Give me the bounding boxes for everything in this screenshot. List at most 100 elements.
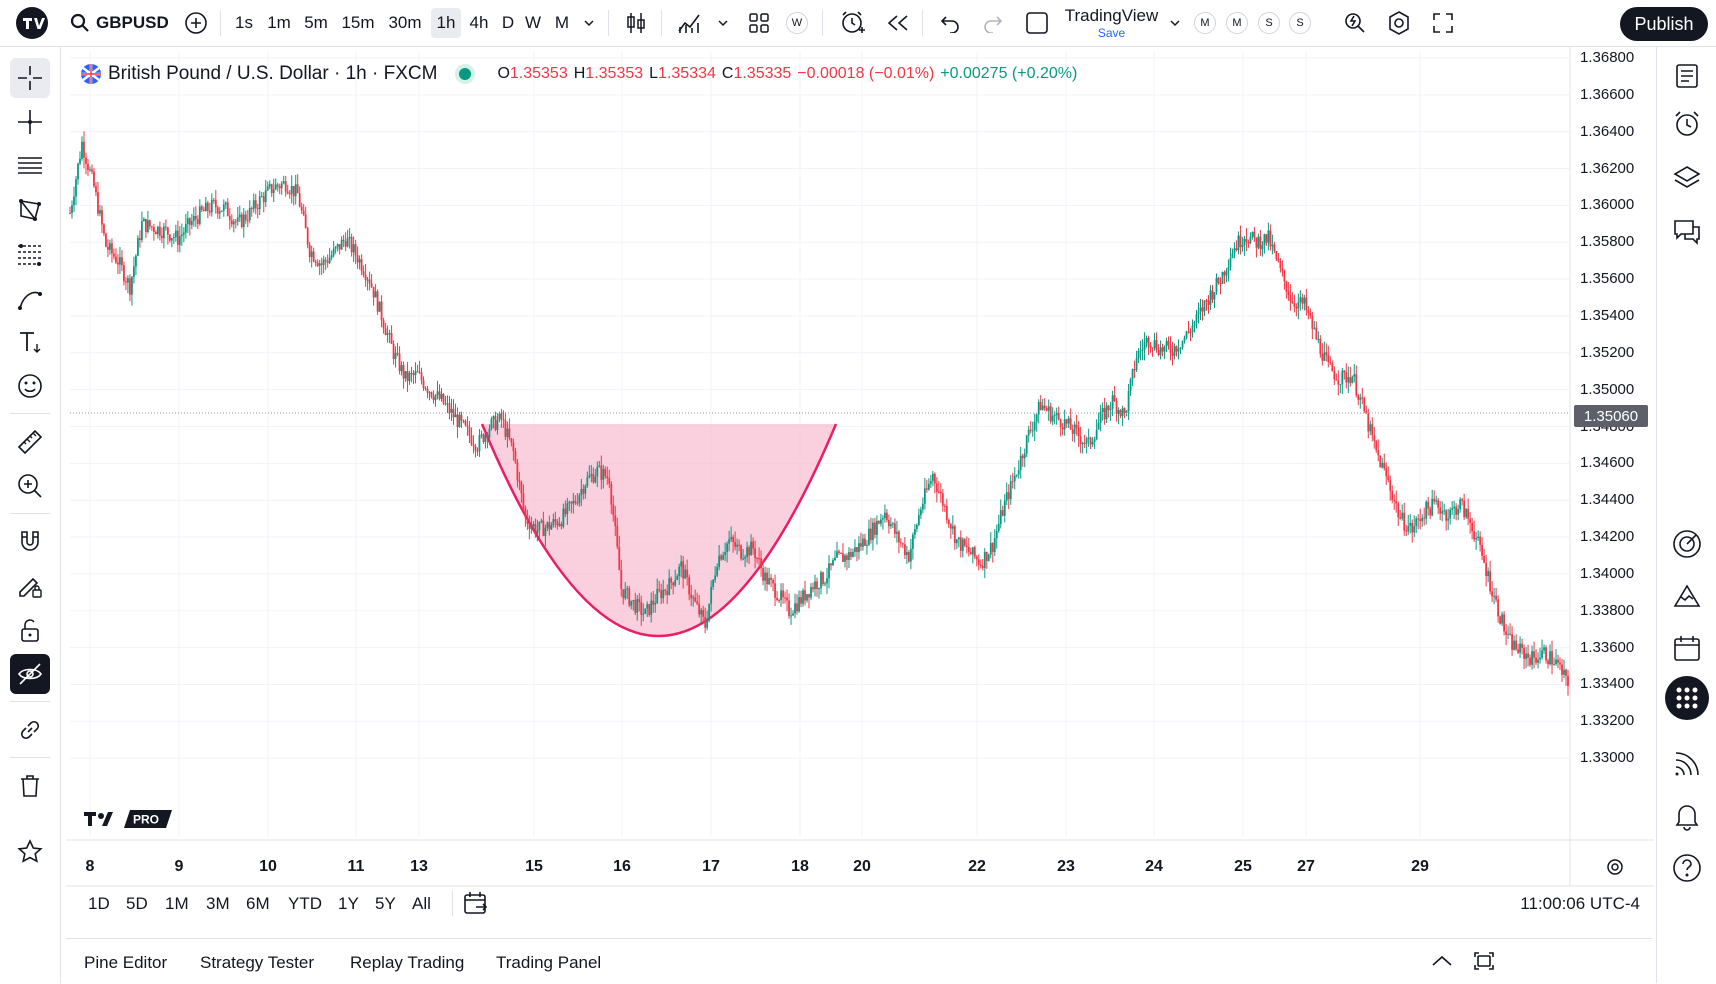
fullscreen-button[interactable]	[1426, 8, 1460, 38]
lock-drawings-tool[interactable]	[10, 610, 50, 650]
interval-1m[interactable]: 1m	[267, 13, 291, 32]
emoji-tool[interactable]	[10, 366, 50, 406]
candle	[436, 380, 439, 400]
axis-settings-button[interactable]	[1604, 856, 1626, 883]
compare-add-button[interactable]	[180, 8, 212, 38]
brush-tool[interactable]	[10, 278, 50, 318]
symbol-search[interactable]: GBPUSD	[70, 8, 170, 38]
status-circle-s2[interactable]: S	[1289, 12, 1311, 34]
candle	[652, 591, 655, 613]
redo-button[interactable]	[976, 8, 1010, 38]
magnet-tool[interactable]	[10, 522, 50, 562]
lines-tool[interactable]	[10, 146, 50, 186]
notifications-button[interactable]	[1665, 794, 1709, 838]
crosshair-tool[interactable]	[10, 58, 50, 98]
hide-drawings-tool[interactable]	[10, 654, 50, 694]
tab-strategy-tester[interactable]: Strategy Tester	[200, 953, 315, 972]
maximize-panel-button[interactable]	[1472, 949, 1496, 978]
candle	[580, 478, 583, 506]
tab-replay-trading[interactable]: Replay Trading	[350, 953, 465, 972]
quick-search-button[interactable]	[1338, 8, 1372, 38]
candle	[947, 518, 950, 528]
layout-toggle[interactable]	[1022, 8, 1052, 38]
range-3m[interactable]: 3M	[206, 894, 230, 913]
interval-30m[interactable]: 30m	[388, 13, 422, 32]
interval-5m[interactable]: 5m	[304, 13, 328, 32]
cross-tool[interactable]	[10, 102, 50, 142]
indicators-dropdown[interactable]	[712, 8, 734, 38]
candle	[1325, 343, 1328, 362]
candle	[394, 346, 397, 368]
range-1m[interactable]: 1M	[165, 894, 189, 913]
candle	[416, 364, 419, 373]
streams-button[interactable]	[1665, 742, 1709, 786]
indicators-button[interactable]	[673, 8, 707, 38]
candle	[806, 594, 808, 603]
undo-button[interactable]	[933, 8, 967, 38]
go-to-date-button[interactable]	[462, 890, 490, 923]
alerts-button[interactable]	[1665, 102, 1709, 146]
tradingview-logo[interactable]	[12, 7, 52, 39]
measure-tool[interactable]	[10, 422, 50, 462]
publish-button[interactable]: Publish	[1620, 7, 1708, 41]
settings-button[interactable]	[1382, 8, 1416, 38]
ideas-button[interactable]	[1665, 574, 1709, 618]
interval-m[interactable]: M	[554, 13, 570, 32]
interval-dropdown[interactable]	[578, 8, 600, 38]
range-5y[interactable]: 5Y	[375, 894, 396, 913]
interval-4h[interactable]: 4h	[469, 13, 489, 32]
link-tool[interactable]	[10, 710, 50, 750]
help-button[interactable]	[1665, 846, 1709, 890]
chats-button[interactable]	[1665, 210, 1709, 254]
candle	[1171, 342, 1174, 366]
candle	[528, 515, 531, 540]
stay-in-drawing-tool[interactable]	[10, 566, 50, 606]
candle	[1317, 331, 1320, 344]
symbol-title[interactable]: British Pound / U.S. Dollar · 1h · FXCM	[108, 63, 438, 84]
layers-button[interactable]	[1665, 156, 1709, 200]
date-range-bar: 1D 5D 1M 3M 6M YTD 1Y 5Y All 11:00:06 UT…	[66, 886, 1652, 924]
interval-15m[interactable]: 15m	[341, 13, 375, 32]
status-circle-s1[interactable]: S	[1258, 12, 1280, 34]
range-ytd[interactable]: YTD	[288, 894, 322, 913]
patterns-tool[interactable]	[10, 190, 50, 230]
clock-timezone[interactable]: 11:00:06 UTC-4	[1520, 894, 1640, 913]
alert-button[interactable]	[836, 8, 870, 38]
apps-button[interactable]	[1665, 676, 1709, 720]
text-tool[interactable]	[10, 322, 50, 362]
tab-pine-editor[interactable]: Pine Editor	[84, 953, 168, 972]
interval-1s[interactable]: 1s	[235, 13, 253, 32]
interval-w[interactable]: W	[524, 13, 542, 32]
replay-button[interactable]	[881, 8, 915, 38]
interval-1h[interactable]: 1h	[431, 8, 461, 38]
calendar-button[interactable]	[1665, 626, 1709, 670]
zoom-tool[interactable]	[10, 466, 50, 506]
range-1d[interactable]: 1D	[88, 894, 110, 913]
tab-trading-panel[interactable]: Trading Panel	[496, 953, 602, 972]
chart-grid	[70, 52, 1570, 836]
chart-type-button[interactable]	[620, 8, 652, 38]
market-status-dot[interactable]	[459, 68, 472, 80]
range-1y[interactable]: 1Y	[338, 894, 359, 913]
fib-tool[interactable]	[10, 234, 50, 274]
layouts-button[interactable]	[742, 8, 776, 38]
candle	[336, 243, 339, 252]
range-all[interactable]: All	[412, 894, 431, 913]
candle	[400, 361, 403, 376]
layout-name[interactable]: TradingView Save	[1064, 6, 1159, 42]
range-6m[interactable]: 6M	[246, 894, 270, 913]
status-circle-m2[interactable]: M	[1226, 12, 1248, 34]
favorites-tool[interactable]	[10, 832, 50, 872]
layout-dropdown[interactable]	[1164, 8, 1186, 38]
time-tick-label: 11	[347, 858, 365, 875]
range-5d[interactable]: 5D	[126, 894, 148, 913]
status-circle-w[interactable]: W	[786, 12, 808, 34]
remove-drawings-tool[interactable]	[10, 766, 50, 806]
collapse-panel-button[interactable]	[1430, 951, 1454, 976]
watchlist-button[interactable]	[1665, 54, 1709, 98]
candle	[913, 523, 916, 539]
interval-d[interactable]: D	[501, 13, 515, 32]
target-button[interactable]	[1665, 522, 1709, 566]
status-circle-m1[interactable]: M	[1194, 12, 1216, 34]
